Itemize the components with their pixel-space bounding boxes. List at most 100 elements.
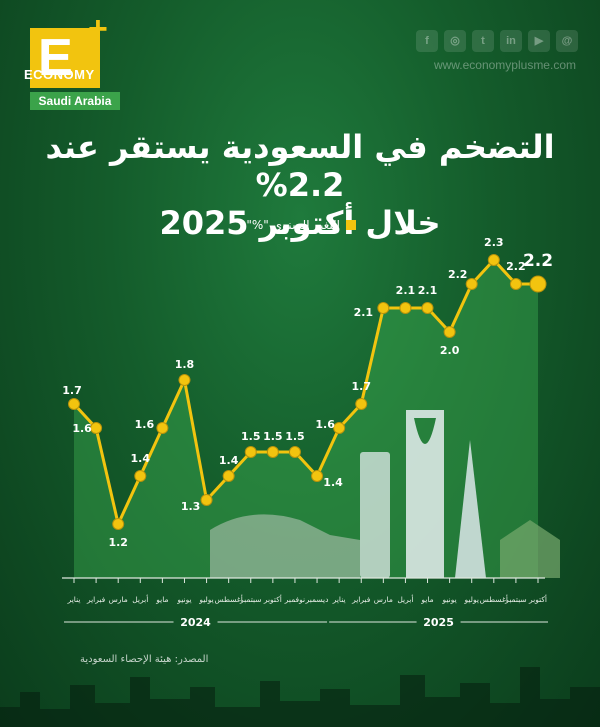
x-tick-label: فبراير	[86, 595, 106, 604]
legend-label: التغير السنوي "%"	[246, 218, 340, 232]
data-point	[134, 470, 147, 482]
logo-letter: E	[38, 29, 73, 87]
x-tick-label: أغسطس	[214, 594, 242, 604]
hand-money-shape	[210, 514, 360, 578]
youtube-icon[interactable]: ▶	[528, 30, 550, 52]
logo-word: ECONOMY	[24, 67, 95, 82]
city-skyline-decoration	[0, 667, 600, 727]
x-tick-label: أغسطس	[480, 594, 508, 604]
year-label: 2025	[423, 616, 454, 629]
x-tick-labels: يناير فبراير مارس أبريل مايو يونيو يوليو أغسطسس…	[67, 594, 547, 604]
x-tick-label: يونيو	[442, 595, 457, 604]
data-label: 1.4	[219, 454, 239, 467]
title-line-2: خلال أكتوبر 2025	[159, 204, 441, 242]
x-tick-label: مارس	[109, 595, 128, 604]
instagram-icon[interactable]: ◎	[444, 30, 466, 52]
x-axis	[62, 577, 545, 583]
year-label: 2024	[180, 616, 211, 629]
data-point	[222, 470, 235, 482]
data-points-layer	[68, 254, 547, 530]
data-label: 1.6	[315, 418, 335, 431]
data-point	[200, 494, 213, 506]
data-point	[443, 326, 456, 338]
data-point	[333, 422, 346, 434]
data-label: 1.2	[108, 536, 128, 549]
data-point	[244, 446, 257, 458]
data-label: 2.1	[396, 284, 416, 297]
data-label: 2.2	[523, 251, 553, 271]
facebook-icon[interactable]: f	[416, 30, 438, 52]
economy-plus-logo: E + ECONOMY Saudi Arabia	[24, 10, 122, 112]
data-point	[421, 302, 434, 314]
data-label: 1.8	[175, 358, 195, 371]
data-point	[377, 302, 390, 314]
data-label: 1.5	[285, 430, 305, 443]
x-tick-label: نوفمبر	[284, 595, 305, 604]
data-labels-layer: 1.71.61.21.41.61.81.31.41.5 1.5 1.51.41.61…	[62, 236, 553, 549]
data-point	[156, 422, 169, 434]
data-label: 2.1	[354, 306, 374, 319]
x-tick-label: أبريل	[397, 594, 413, 604]
tower-shape	[360, 452, 390, 578]
x-tick-label: أكتوبر	[528, 594, 547, 604]
data-label: 1.4	[323, 476, 343, 489]
data-point	[68, 398, 80, 410]
data-label: 1.7	[62, 384, 82, 397]
x-tick-label: ديسمبر	[305, 595, 329, 604]
twitter-icon[interactable]: t	[472, 30, 494, 52]
data-label: 1.5	[263, 430, 283, 443]
data-label: 2.0	[440, 344, 460, 357]
data-point	[465, 278, 478, 290]
x-tick-label: مايو	[155, 595, 168, 604]
logo-plus-icon: +	[88, 10, 108, 48]
data-point	[288, 446, 301, 458]
logo-country: Saudi Arabia	[30, 92, 120, 110]
logo-box: E	[30, 28, 100, 88]
x-tick-label: مارس	[374, 595, 393, 604]
data-point	[355, 398, 368, 410]
chart-legend: التغير السنوي "%"	[246, 218, 356, 232]
data-point	[311, 470, 324, 482]
x-tick-label: أبريل	[132, 594, 148, 604]
social-icons: f ◎ t in ▶ @	[416, 30, 578, 52]
data-label: 1.7	[351, 380, 371, 393]
data-point	[487, 254, 500, 266]
data-label: 1.6	[72, 422, 92, 435]
linkedin-icon[interactable]: in	[500, 30, 522, 52]
data-point	[399, 302, 412, 314]
data-label: 2.2	[448, 268, 468, 281]
x-tick-label: فبراير	[351, 595, 371, 604]
data-point	[509, 278, 522, 290]
palm-tree-shape	[500, 520, 560, 578]
threads-icon[interactable]: @	[556, 30, 578, 52]
x-tick-label: سبتمبر	[239, 595, 262, 604]
x-tick-label: يناير	[67, 595, 81, 604]
data-point	[266, 446, 279, 458]
website-url[interactable]: www.economyplusme.com	[433, 58, 576, 72]
kingdom-tower-shape	[406, 410, 444, 578]
legend-swatch	[346, 220, 356, 230]
data-point	[90, 422, 103, 434]
x-tick-label: يوليو	[464, 595, 479, 604]
data-label: 2.3	[484, 236, 504, 249]
data-label: 1.3	[181, 500, 201, 513]
x-tick-label: مايو	[420, 595, 433, 604]
faisaliah-tower-shape	[455, 440, 486, 578]
x-tick-label: يونيو	[176, 595, 191, 604]
x-tick-label: يناير	[332, 595, 346, 604]
data-point	[178, 374, 191, 386]
data-label: 2.1	[418, 284, 438, 297]
data-label: 2.2	[506, 260, 526, 273]
data-label: 1.5	[241, 430, 261, 443]
title-line-1: التضخم في السعودية يستقر عند 2.2%	[45, 128, 555, 204]
series-line-layer	[72, 258, 538, 526]
series-line	[72, 258, 538, 526]
x-tick-label: يوليو	[198, 595, 213, 604]
data-label: 1.4	[131, 452, 151, 465]
landmarks-illustration	[210, 410, 560, 578]
year-group-labels: 2024 2025	[64, 616, 548, 629]
x-tick-label: سبتمبر	[504, 595, 527, 604]
x-tick-label: أكتوبر	[263, 594, 282, 604]
source-note: المصدر: هيئة الإحصاء السعودية	[80, 654, 209, 665]
